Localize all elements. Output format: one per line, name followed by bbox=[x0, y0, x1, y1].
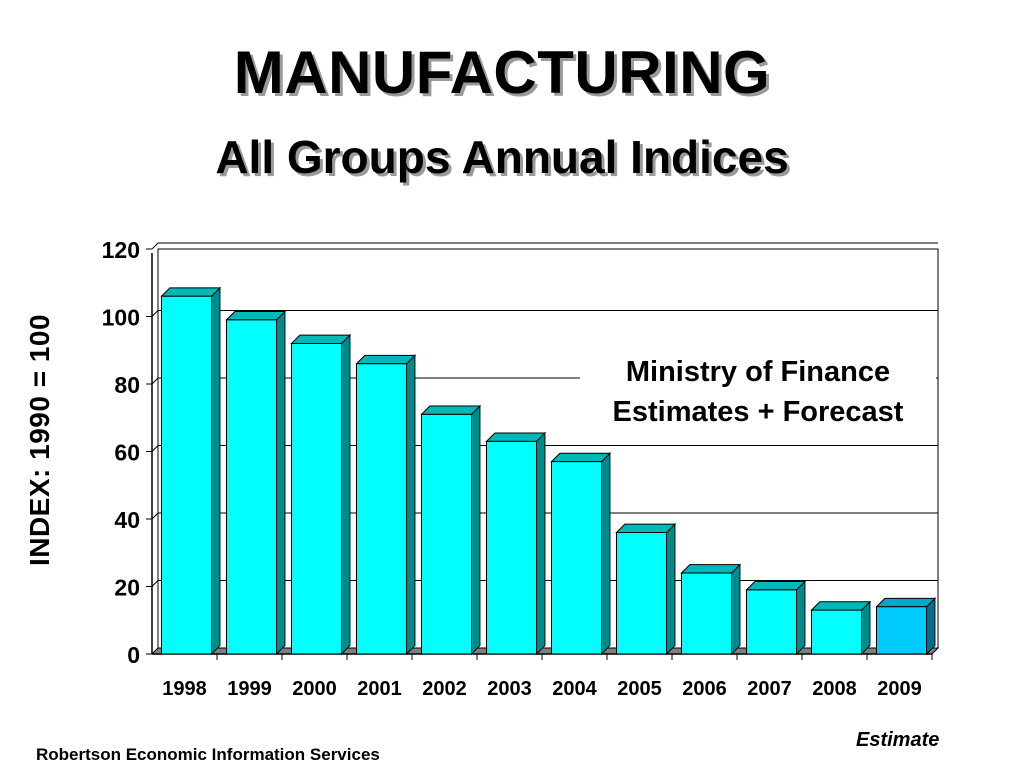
gridline-side bbox=[151, 445, 159, 452]
bar bbox=[745, 589, 798, 655]
bar bbox=[615, 532, 668, 655]
bar-side bbox=[406, 354, 416, 656]
y-tick-label: 80 bbox=[114, 372, 140, 398]
bar-top bbox=[225, 310, 287, 321]
y-tick-label: 0 bbox=[127, 642, 140, 668]
bar-top bbox=[290, 334, 352, 344]
plot-frame bbox=[157, 248, 939, 649]
x-tick-label: 1999 bbox=[227, 678, 272, 700]
x-tick-label: 2008 bbox=[812, 678, 857, 700]
bar-top bbox=[745, 580, 807, 591]
x-tick-label: 2001 bbox=[357, 678, 402, 700]
gridline-side bbox=[151, 242, 159, 250]
bar-side bbox=[276, 310, 286, 656]
bar-side bbox=[731, 563, 741, 656]
x-tick-label: 2007 bbox=[747, 678, 792, 700]
y-tick-label: 60 bbox=[114, 440, 140, 466]
x-tick-label: 2002 bbox=[422, 678, 467, 700]
x-tick-label: 2003 bbox=[487, 678, 532, 700]
y-tick-label: 20 bbox=[114, 575, 140, 601]
gridline-side bbox=[151, 377, 159, 385]
bar-top bbox=[420, 405, 482, 415]
bar bbox=[160, 295, 213, 655]
bar bbox=[875, 606, 928, 655]
bar bbox=[420, 413, 473, 655]
gridline-side bbox=[151, 310, 159, 317]
bar-side bbox=[796, 580, 806, 656]
bar bbox=[680, 572, 733, 655]
bar-side bbox=[666, 522, 676, 656]
bar-top bbox=[550, 452, 612, 463]
chart-subtitle: All Groups Annual Indices bbox=[215, 131, 789, 183]
annotation-line-1: Ministry of Finance bbox=[625, 356, 891, 388]
bar-top bbox=[485, 432, 547, 442]
bar-side bbox=[471, 404, 481, 656]
x-tick-label: 1998 bbox=[162, 678, 207, 700]
estimate-note: Estimate bbox=[856, 729, 940, 751]
bar bbox=[355, 363, 408, 655]
bar bbox=[225, 319, 278, 655]
bar bbox=[550, 461, 603, 655]
x-tick-label: 2009 bbox=[877, 678, 922, 700]
y-tick-label: 120 bbox=[102, 237, 140, 263]
bar-top bbox=[810, 601, 872, 611]
bar bbox=[485, 440, 538, 655]
x-tick-label: 2006 bbox=[682, 678, 727, 700]
bar-side bbox=[926, 597, 936, 656]
chart-title: MANUFACTURING bbox=[233, 39, 771, 106]
bar-side bbox=[536, 431, 546, 656]
y-tick-label: 100 bbox=[102, 305, 140, 331]
x-tick-label: 2000 bbox=[292, 678, 337, 700]
bar-top bbox=[875, 597, 937, 608]
annotation-box: Ministry of Finance Estimates + Forecast bbox=[580, 352, 936, 436]
gridline-side bbox=[151, 580, 159, 587]
bar-top bbox=[615, 523, 677, 533]
bar bbox=[810, 609, 863, 655]
bar bbox=[290, 343, 343, 655]
bar-side bbox=[601, 452, 611, 656]
x-tick-label: 2005 bbox=[617, 678, 662, 700]
source-credit: Robertson Economic Information Services bbox=[36, 745, 380, 764]
gridline-side bbox=[151, 512, 159, 520]
bar-side bbox=[341, 333, 351, 656]
bar-top bbox=[680, 564, 742, 574]
bar-top bbox=[160, 287, 222, 297]
y-axis-label: INDEX: 1990 = 100 bbox=[24, 313, 55, 567]
bar-side bbox=[211, 286, 221, 656]
annotation-line-2: Estimates + Forecast bbox=[612, 396, 904, 428]
bar-top bbox=[355, 354, 417, 365]
x-tick-label: 2004 bbox=[552, 678, 597, 700]
y-tick-label: 40 bbox=[114, 507, 140, 533]
